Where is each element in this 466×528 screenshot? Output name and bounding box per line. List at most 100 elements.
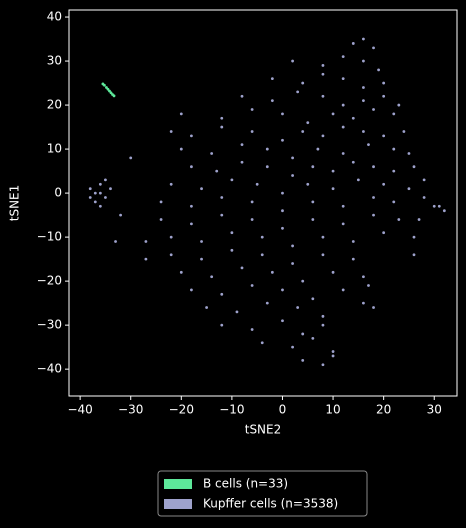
point [372,108,375,111]
point [331,112,335,116]
point [341,288,345,292]
point [114,240,117,243]
point [321,253,325,257]
point [372,46,375,50]
point [351,240,355,243]
point [311,200,315,204]
point [281,138,284,142]
point [321,363,325,367]
point [144,240,148,243]
point [321,235,325,239]
point [220,292,224,296]
point [321,94,325,98]
point [311,336,315,340]
point [351,116,355,120]
point [281,319,284,323]
point [250,108,254,111]
point [432,204,436,208]
point [88,187,92,191]
point [220,116,224,120]
point [372,306,375,309]
point [356,178,360,182]
point [210,152,214,155]
point [215,169,219,173]
point [270,270,274,274]
point [331,187,335,191]
y-tick-label: 10 [47,142,62,156]
y-tick-label: 0 [54,186,62,200]
point [301,279,305,283]
point [392,200,396,204]
point [190,222,193,226]
point [341,125,345,129]
point [169,130,173,133]
point [270,77,274,81]
point [169,253,173,257]
y-axis-label: tSNE1 [8,185,22,222]
point [240,143,244,147]
point [341,204,345,208]
point [362,301,365,305]
point [422,196,426,199]
legend-label: Kupffer cells (n=3538) [203,497,338,511]
y-tick-label: 40 [47,10,62,24]
point [98,204,102,208]
point [362,59,365,63]
point [311,218,315,221]
point [281,112,284,116]
point [230,248,234,252]
point [382,182,386,186]
point [291,345,294,349]
point [250,130,254,133]
point [93,200,97,204]
point [301,358,305,362]
point [265,147,269,151]
point [412,235,416,239]
point [362,130,365,133]
point [442,209,446,213]
point [296,90,300,94]
x-tick-label: 10 [325,403,340,417]
point [240,94,244,98]
point [200,187,203,191]
point [382,94,386,98]
point [372,196,375,199]
point [104,178,107,182]
point [367,143,370,147]
point [235,310,239,314]
point [190,288,193,292]
x-tick-label: 30 [427,403,442,417]
point [240,266,244,270]
point [179,270,183,274]
point [220,196,224,199]
point [362,86,365,89]
point [341,152,345,155]
point [402,130,406,133]
point [200,257,203,261]
point [230,231,234,235]
point [341,77,345,81]
point [316,147,320,151]
legend-label: B cells (n=33) [203,477,288,491]
point [104,196,107,199]
y-tick-label: 30 [47,54,62,68]
point [372,213,375,217]
point [291,59,294,63]
x-tick-label: 20 [376,403,391,417]
point [351,42,355,45]
point [362,37,365,41]
point [341,55,345,59]
point [422,178,426,182]
point [250,328,254,331]
point [382,81,386,85]
point [281,209,284,213]
point [260,341,264,345]
point [321,64,325,67]
point [179,112,183,116]
point [351,257,355,261]
point [112,94,116,98]
point [270,99,274,103]
legend-swatch [164,499,192,509]
point [382,231,386,235]
